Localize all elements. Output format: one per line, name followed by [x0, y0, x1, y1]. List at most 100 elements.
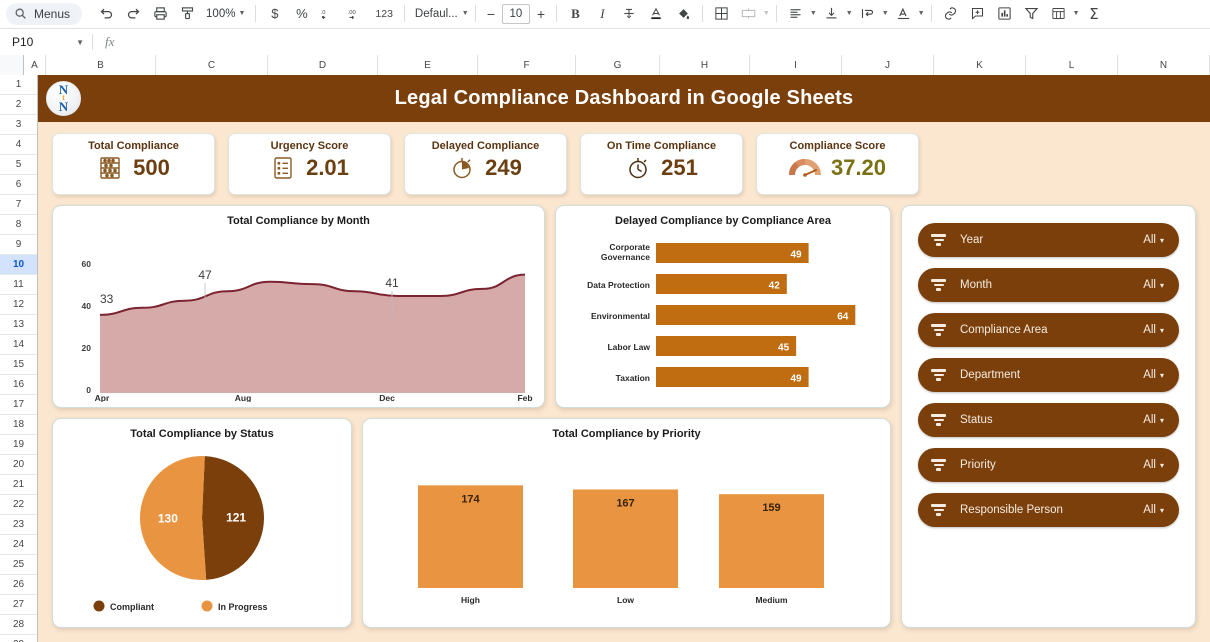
column-header-B[interactable]: B [46, 55, 156, 75]
row-header-20[interactable]: 20 [0, 455, 37, 475]
filter-slicer-month[interactable]: Month All ▾ [918, 268, 1179, 302]
column-header-J[interactable]: J [842, 55, 934, 75]
undo-icon[interactable] [94, 3, 119, 25]
text-color-icon[interactable] [644, 3, 669, 25]
increase-decimal-icon[interactable]: .00 [343, 3, 368, 25]
currency-icon[interactable]: $ [271, 6, 279, 21]
insert-link-icon[interactable] [938, 3, 963, 25]
chevron-down-icon[interactable]: ▾ [1159, 415, 1164, 425]
kpi-card-total-compliance[interactable]: Total Compliance 50 [52, 133, 215, 195]
column-header-K[interactable]: K [934, 55, 1026, 75]
merge-cells-icon[interactable] [736, 3, 761, 25]
insert-comment-icon[interactable] [965, 3, 990, 25]
chevron-down-icon[interactable]: ▼ [1072, 10, 1080, 17]
chevron-down-icon[interactable]: ▾ [1159, 505, 1164, 515]
row-header-18[interactable]: 18 [0, 415, 37, 435]
chevron-down-icon[interactable]: ▾ [1159, 325, 1164, 335]
row-header-6[interactable]: 6 [0, 175, 37, 195]
row-header-25[interactable]: 25 [0, 555, 37, 575]
row-header-29[interactable]: 29 [0, 635, 37, 642]
kpi-card-compliance-score[interactable]: Compliance Score 37.20 [756, 133, 919, 195]
paint-format-icon[interactable] [175, 3, 200, 25]
filter-slicer-responsible-person[interactable]: Responsible Person All ▾ [918, 493, 1179, 527]
italic-icon[interactable]: I [590, 3, 615, 25]
row-header-2[interactable]: 2 [0, 95, 37, 115]
row-header-9[interactable]: 9 [0, 235, 37, 255]
filter-slicer-year[interactable]: Year All ▾ [918, 223, 1179, 257]
chevron-down-icon[interactable]: ▼ [845, 10, 853, 17]
column-header-D[interactable]: D [268, 55, 378, 75]
fill-color-icon[interactable] [671, 3, 696, 25]
select-all-corner[interactable] [0, 55, 24, 75]
row-header-11[interactable]: 11 [0, 275, 37, 295]
zoom-select[interactable]: 100% ▼ [202, 8, 249, 20]
chart-total-compliance-by-month[interactable]: Total Compliance by Month 60 40 20 0 33 … [52, 205, 545, 408]
chevron-down-icon[interactable]: ▾ [1159, 460, 1164, 470]
strikethrough-icon[interactable] [617, 3, 642, 25]
column-header-I[interactable]: I [750, 55, 842, 75]
row-header-13[interactable]: 13 [0, 315, 37, 335]
create-filter-icon[interactable] [1019, 3, 1044, 25]
column-header-C[interactable]: C [156, 55, 268, 75]
chevron-down-icon[interactable]: ▼ [809, 10, 817, 17]
filter-slicer-compliance-area[interactable]: Compliance Area All ▾ [918, 313, 1179, 347]
kpi-card-urgency-score[interactable]: Urgency Score 2.01 [228, 133, 391, 195]
row-header-28[interactable]: 28 [0, 615, 37, 635]
filter-slicer-status[interactable]: Status All ▾ [918, 403, 1179, 437]
name-box[interactable]: P10 ▼ [0, 29, 92, 55]
row-header-3[interactable]: 3 [0, 115, 37, 135]
borders-icon[interactable] [709, 3, 734, 25]
column-header-H[interactable]: H [660, 55, 750, 75]
sum-icon[interactable]: Σ [1089, 4, 1099, 23]
percent-icon[interactable]: % [296, 6, 308, 21]
row-header-19[interactable]: 19 [0, 435, 37, 455]
chevron-down-icon[interactable]: ▼ [881, 10, 889, 17]
row-header-12[interactable]: 12 [0, 295, 37, 315]
chevron-down-icon[interactable]: ▼ [917, 10, 925, 17]
redo-icon[interactable] [121, 3, 146, 25]
row-header-5[interactable]: 5 [0, 155, 37, 175]
chart-total-compliance-by-priority[interactable]: Total Compliance by Priority 174 High 167 L… [362, 418, 891, 628]
row-header-15[interactable]: 15 [0, 355, 37, 375]
row-header-1[interactable]: 1 [0, 75, 37, 95]
print-icon[interactable] [148, 3, 173, 25]
font-size-input[interactable]: 10 [501, 3, 530, 24]
chevron-down-icon[interactable]: ▾ [1159, 235, 1164, 245]
chart-total-compliance-by-status[interactable]: Total Compliance by Status 121 130 Complia… [52, 418, 352, 628]
font-family-select[interactable]: Defaul... ▼ [411, 8, 469, 20]
row-header-22[interactable]: 22 [0, 495, 37, 515]
column-header-F[interactable]: F [478, 55, 576, 75]
decrease-decimal-icon[interactable]: .0 [316, 3, 341, 25]
row-header-16[interactable]: 16 [0, 375, 37, 395]
menus-search-button[interactable]: Menus [6, 2, 83, 25]
row-header-21[interactable]: 21 [0, 475, 37, 495]
kpi-card-delayed-compliance[interactable]: Delayed Compliance 249 [404, 133, 567, 195]
functions-icon[interactable] [1046, 3, 1071, 25]
filter-slicer-priority[interactable]: Priority All ▾ [918, 448, 1179, 482]
horizontal-align-icon[interactable] [783, 3, 808, 25]
row-header-10[interactable]: 10 [0, 255, 37, 275]
column-header-G[interactable]: G [576, 55, 660, 75]
text-rotation-icon[interactable] [891, 3, 916, 25]
increase-font-size-button[interactable]: + [536, 5, 546, 22]
kpi-card-on-time-compliance[interactable]: On Time Compliance 251 [580, 133, 743, 195]
chevron-down-icon[interactable]: ▾ [1159, 280, 1164, 290]
filter-slicer-department[interactable]: Department All ▾ [918, 358, 1179, 392]
row-header-4[interactable]: 4 [0, 135, 37, 155]
row-header-7[interactable]: 7 [0, 195, 37, 215]
text-wrap-icon[interactable] [855, 3, 880, 25]
row-header-27[interactable]: 27 [0, 595, 37, 615]
row-header-17[interactable]: 17 [0, 395, 37, 415]
more-formats-icon[interactable]: 123 [370, 3, 398, 25]
column-header-A[interactable]: A [24, 55, 46, 75]
row-header-14[interactable]: 14 [0, 335, 37, 355]
decrease-font-size-button[interactable]: − [486, 5, 496, 22]
column-header-L[interactable]: L [1026, 55, 1118, 75]
row-header-24[interactable]: 24 [0, 535, 37, 555]
insert-chart-icon[interactable] [992, 3, 1017, 25]
vertical-align-icon[interactable] [819, 3, 844, 25]
column-header-E[interactable]: E [378, 55, 478, 75]
chevron-down-icon[interactable]: ▼ [762, 10, 770, 17]
column-header-N[interactable]: N [1118, 55, 1210, 75]
chevron-down-icon[interactable]: ▾ [1159, 370, 1164, 380]
